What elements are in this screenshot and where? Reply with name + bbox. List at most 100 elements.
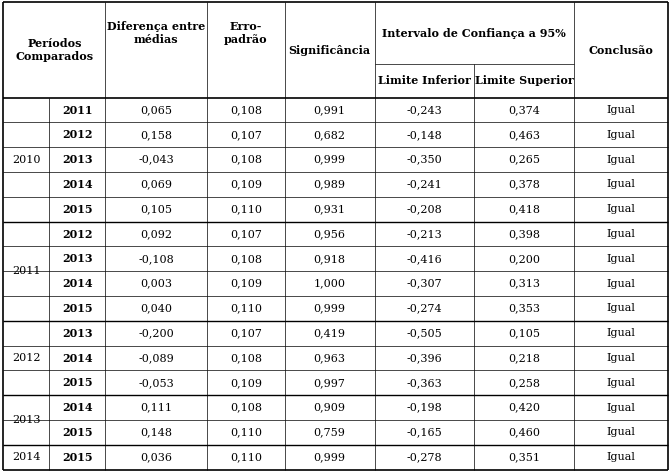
Text: 0,682: 0,682 bbox=[313, 130, 346, 140]
Text: -0,278: -0,278 bbox=[407, 452, 442, 462]
Text: 0,069: 0,069 bbox=[140, 179, 172, 189]
Text: -0,274: -0,274 bbox=[407, 303, 442, 313]
Text: Intervalo de Confiança a 95%: Intervalo de Confiança a 95% bbox=[382, 27, 566, 39]
Text: 0,398: 0,398 bbox=[508, 229, 540, 239]
Text: 0,999: 0,999 bbox=[313, 155, 346, 165]
Text: 0,759: 0,759 bbox=[313, 428, 346, 438]
Text: Períodos
Comparados: Períodos Comparados bbox=[15, 38, 93, 62]
Text: 0,036: 0,036 bbox=[140, 452, 172, 462]
Text: 0,313: 0,313 bbox=[508, 278, 540, 289]
Text: -0,213: -0,213 bbox=[407, 229, 442, 239]
Text: -0,396: -0,396 bbox=[407, 353, 442, 363]
Text: 0,265: 0,265 bbox=[508, 155, 540, 165]
Text: 0,108: 0,108 bbox=[230, 155, 262, 165]
Text: 0,999: 0,999 bbox=[313, 303, 346, 313]
Text: 0,107: 0,107 bbox=[230, 130, 262, 140]
Text: Igual: Igual bbox=[607, 452, 635, 462]
Text: 2015: 2015 bbox=[62, 427, 93, 438]
Text: -0,043: -0,043 bbox=[138, 155, 174, 165]
Text: 0,111: 0,111 bbox=[140, 403, 172, 413]
Text: Igual: Igual bbox=[607, 403, 635, 413]
Text: -0,200: -0,200 bbox=[138, 328, 174, 338]
Text: 0,463: 0,463 bbox=[508, 130, 540, 140]
Text: 0,909: 0,909 bbox=[313, 403, 346, 413]
Text: 0,108: 0,108 bbox=[230, 254, 262, 264]
Text: Igual: Igual bbox=[607, 229, 635, 239]
Text: Conclusão: Conclusão bbox=[588, 44, 653, 56]
Text: Igual: Igual bbox=[607, 130, 635, 140]
Text: -0,350: -0,350 bbox=[407, 155, 442, 165]
Text: 0,963: 0,963 bbox=[313, 353, 346, 363]
Text: 0,108: 0,108 bbox=[230, 105, 262, 115]
Text: Igual: Igual bbox=[607, 179, 635, 189]
Text: Erro-
padrão: Erro- padrão bbox=[224, 21, 268, 45]
Text: Significância: Significância bbox=[289, 44, 370, 56]
Text: 2015: 2015 bbox=[62, 204, 93, 215]
Text: 0,107: 0,107 bbox=[230, 328, 262, 338]
Text: 2012: 2012 bbox=[12, 353, 40, 363]
Text: 0,105: 0,105 bbox=[508, 328, 540, 338]
Text: 0,109: 0,109 bbox=[230, 278, 262, 289]
Text: 2014: 2014 bbox=[62, 278, 93, 289]
Text: 2013: 2013 bbox=[62, 154, 93, 165]
Text: 0,218: 0,218 bbox=[508, 353, 540, 363]
Text: -0,243: -0,243 bbox=[407, 105, 442, 115]
Text: 0,351: 0,351 bbox=[508, 452, 540, 462]
Text: 0,092: 0,092 bbox=[140, 229, 172, 239]
Text: 0,460: 0,460 bbox=[508, 428, 540, 438]
Text: 0,148: 0,148 bbox=[140, 428, 172, 438]
Text: Igual: Igual bbox=[607, 353, 635, 363]
Text: 0,110: 0,110 bbox=[230, 428, 262, 438]
Text: Diferença entre
médias: Diferença entre médias bbox=[107, 21, 205, 45]
Text: -0,241: -0,241 bbox=[407, 179, 442, 189]
Text: 0,065: 0,065 bbox=[140, 105, 172, 115]
Text: 0,200: 0,200 bbox=[508, 254, 540, 264]
Text: 0,997: 0,997 bbox=[313, 378, 346, 388]
Text: -0,089: -0,089 bbox=[138, 353, 174, 363]
Text: 2014: 2014 bbox=[62, 402, 93, 413]
Text: 0,158: 0,158 bbox=[140, 130, 172, 140]
Text: 0,110: 0,110 bbox=[230, 452, 262, 462]
Text: Limite Superior: Limite Superior bbox=[474, 75, 574, 86]
Text: 0,003: 0,003 bbox=[140, 278, 172, 289]
Text: 0,418: 0,418 bbox=[508, 204, 540, 214]
Text: 0,420: 0,420 bbox=[508, 403, 540, 413]
Text: -0,416: -0,416 bbox=[407, 254, 442, 264]
Text: 0,931: 0,931 bbox=[313, 204, 346, 214]
Text: Igual: Igual bbox=[607, 155, 635, 165]
Text: 2015: 2015 bbox=[62, 377, 93, 388]
Text: 0,105: 0,105 bbox=[140, 204, 172, 214]
Text: Igual: Igual bbox=[607, 303, 635, 313]
Text: 2010: 2010 bbox=[12, 155, 40, 165]
Text: Igual: Igual bbox=[607, 378, 635, 388]
Text: 2012: 2012 bbox=[62, 129, 93, 140]
Text: 0,109: 0,109 bbox=[230, 378, 262, 388]
Text: -0,208: -0,208 bbox=[407, 204, 442, 214]
Text: 2013: 2013 bbox=[12, 415, 40, 425]
Text: -0,165: -0,165 bbox=[407, 428, 442, 438]
Text: 0,108: 0,108 bbox=[230, 403, 262, 413]
Text: 0,258: 0,258 bbox=[508, 378, 540, 388]
Text: 2014: 2014 bbox=[12, 452, 40, 462]
Text: -0,148: -0,148 bbox=[407, 130, 442, 140]
Text: 0,109: 0,109 bbox=[230, 179, 262, 189]
Text: 2013: 2013 bbox=[62, 253, 93, 264]
Text: 0,989: 0,989 bbox=[313, 179, 346, 189]
Text: 2014: 2014 bbox=[62, 179, 93, 190]
Text: -0,198: -0,198 bbox=[407, 403, 442, 413]
Text: 0,378: 0,378 bbox=[508, 179, 540, 189]
Text: 0,110: 0,110 bbox=[230, 204, 262, 214]
Text: Igual: Igual bbox=[607, 254, 635, 264]
Text: 0,108: 0,108 bbox=[230, 353, 262, 363]
Text: -0,307: -0,307 bbox=[407, 278, 442, 289]
Text: 2011: 2011 bbox=[12, 266, 40, 276]
Text: 2015: 2015 bbox=[62, 452, 93, 463]
Text: 0,110: 0,110 bbox=[230, 303, 262, 313]
Text: -0,053: -0,053 bbox=[138, 378, 174, 388]
Text: 2014: 2014 bbox=[62, 353, 93, 363]
Text: 0,107: 0,107 bbox=[230, 229, 262, 239]
Text: Limite Inferior: Limite Inferior bbox=[378, 75, 471, 86]
Text: 0,040: 0,040 bbox=[140, 303, 172, 313]
Text: 0,956: 0,956 bbox=[313, 229, 346, 239]
Text: -0,505: -0,505 bbox=[407, 328, 442, 338]
